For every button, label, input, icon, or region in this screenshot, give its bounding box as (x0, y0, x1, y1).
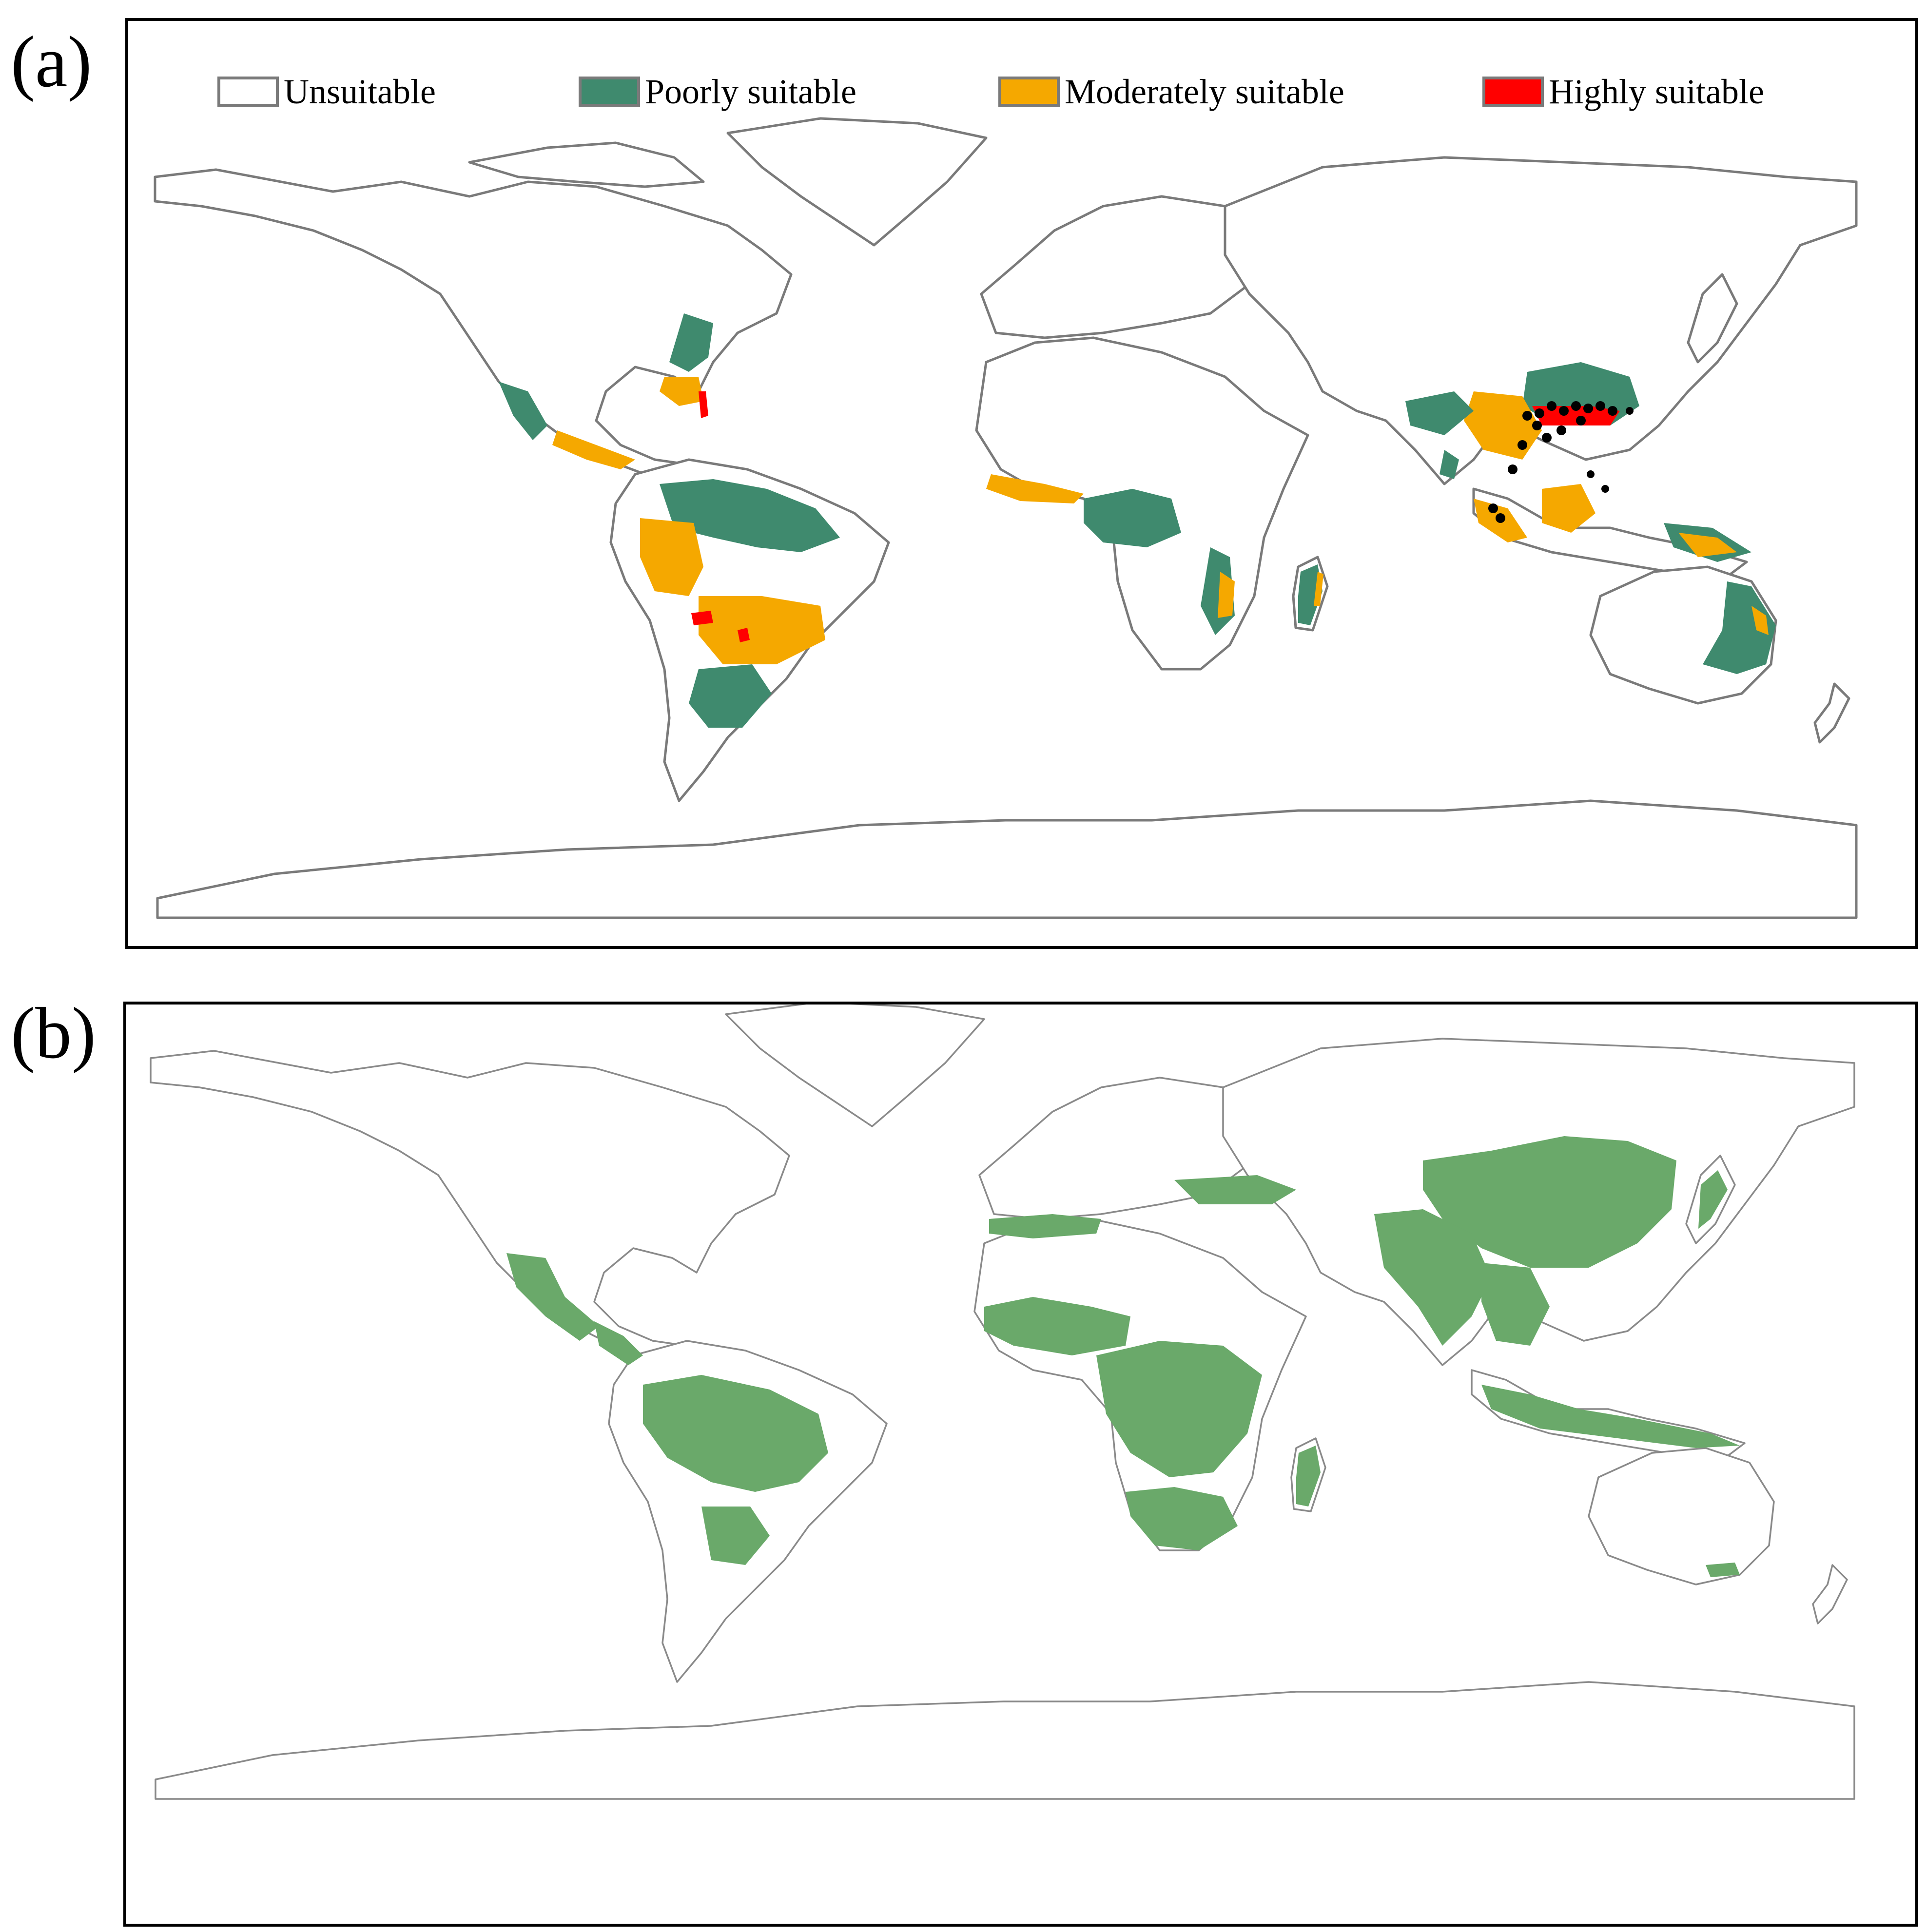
range-indonesia (1481, 1385, 1740, 1448)
legend-swatch-moderately (998, 77, 1060, 107)
moderate-madagascar (1314, 572, 1323, 606)
poorly-southern-brazil (689, 664, 772, 728)
panel-b-distribution-overlay (506, 1136, 1740, 1577)
australia-b (1588, 1447, 1775, 1585)
moderate-borneo (1542, 484, 1595, 533)
antarctica (156, 799, 1858, 919)
poorly-congo (1084, 489, 1181, 547)
range-central-africa (1096, 1341, 1262, 1477)
occurrence-points (1488, 401, 1634, 523)
panel-a-landmasses (154, 117, 1858, 919)
greenland-b (725, 1005, 985, 1127)
panel-a-label: (a) (11, 21, 92, 102)
legend-label-unsuitable: Unsuitable (284, 72, 436, 111)
north-america-b (150, 1050, 790, 1371)
range-mexico (506, 1253, 599, 1341)
new-zealand-b (1812, 1564, 1848, 1624)
moderate-west-africa (986, 474, 1084, 503)
range-south-america-north (643, 1375, 828, 1492)
japan (1687, 273, 1738, 364)
legend-label-highly: Highly suitable (1549, 72, 1764, 111)
poorly-mexico (499, 382, 547, 440)
panel-b-map-frame (123, 1002, 1918, 1927)
poorly-east-australia (1703, 581, 1776, 674)
panel-a-suitability-overlay (499, 313, 1776, 728)
suitability-legend: Unsuitable Poorly suitable Moderately su… (128, 21, 1915, 118)
range-madagascar (1296, 1446, 1321, 1507)
range-china (1423, 1136, 1676, 1268)
range-japan (1698, 1170, 1728, 1229)
legend-item-poorly: Poorly suitable (579, 70, 856, 114)
legend-swatch-poorly (579, 77, 640, 107)
range-south-asia (1374, 1209, 1491, 1346)
moderate-western-amazon (640, 518, 703, 596)
moderate-brazil-south (699, 596, 825, 664)
legend-item-moderately: Moderately suitable (998, 70, 1344, 114)
greenland (726, 117, 988, 247)
highly-brazil (738, 628, 750, 642)
moderate-central-america (552, 430, 635, 469)
range-southeast-australia (1706, 1563, 1740, 1577)
poorly-india-south (1440, 450, 1459, 479)
panel-b-world-map (150, 1005, 1855, 1800)
range-turkey-caucasus (1174, 1175, 1296, 1204)
new-zealand (1813, 682, 1850, 744)
moderate-east-australia (1751, 606, 1769, 635)
asia (1224, 156, 1858, 485)
antarctica-b (155, 1681, 1855, 1800)
highly-florida (699, 391, 708, 418)
legend-label-moderately: Moderately suitable (1065, 72, 1344, 111)
highly-bolivia (691, 611, 713, 625)
legend-item-unsuitable: Unsuitable (217, 70, 436, 114)
moderate-gulf-coast (660, 377, 703, 406)
poorly-madagascar (1298, 564, 1323, 625)
highly-south-china (1532, 406, 1620, 425)
range-central-america (594, 1321, 643, 1365)
panel-b-label: (b) (11, 993, 96, 1074)
range-north-africa-coast (989, 1214, 1101, 1238)
moderate-new-guinea (1678, 533, 1737, 557)
poorly-amazon (660, 479, 840, 552)
range-indochina (1481, 1263, 1550, 1346)
poorly-eastern-usa (669, 313, 713, 372)
range-south-brazil (701, 1507, 770, 1565)
arctic-islands (468, 141, 705, 188)
north-america (154, 168, 793, 490)
panel-a-world-map (154, 117, 1858, 919)
legend-swatch-highly (1482, 77, 1544, 107)
range-sahel (984, 1297, 1130, 1355)
panel-b-landmasses (150, 1005, 1855, 1800)
moderate-mozambique (1218, 572, 1235, 618)
legend-item-highly: Highly suitable (1482, 70, 1764, 114)
legend-swatch-unsuitable (217, 77, 279, 107)
poorly-india-east (1405, 391, 1474, 435)
legend-label-poorly: Poorly suitable (645, 72, 856, 111)
panel-a-map-frame: Unsuitable Poorly suitable Moderately su… (125, 18, 1918, 949)
range-southern-africa (1126, 1487, 1238, 1550)
